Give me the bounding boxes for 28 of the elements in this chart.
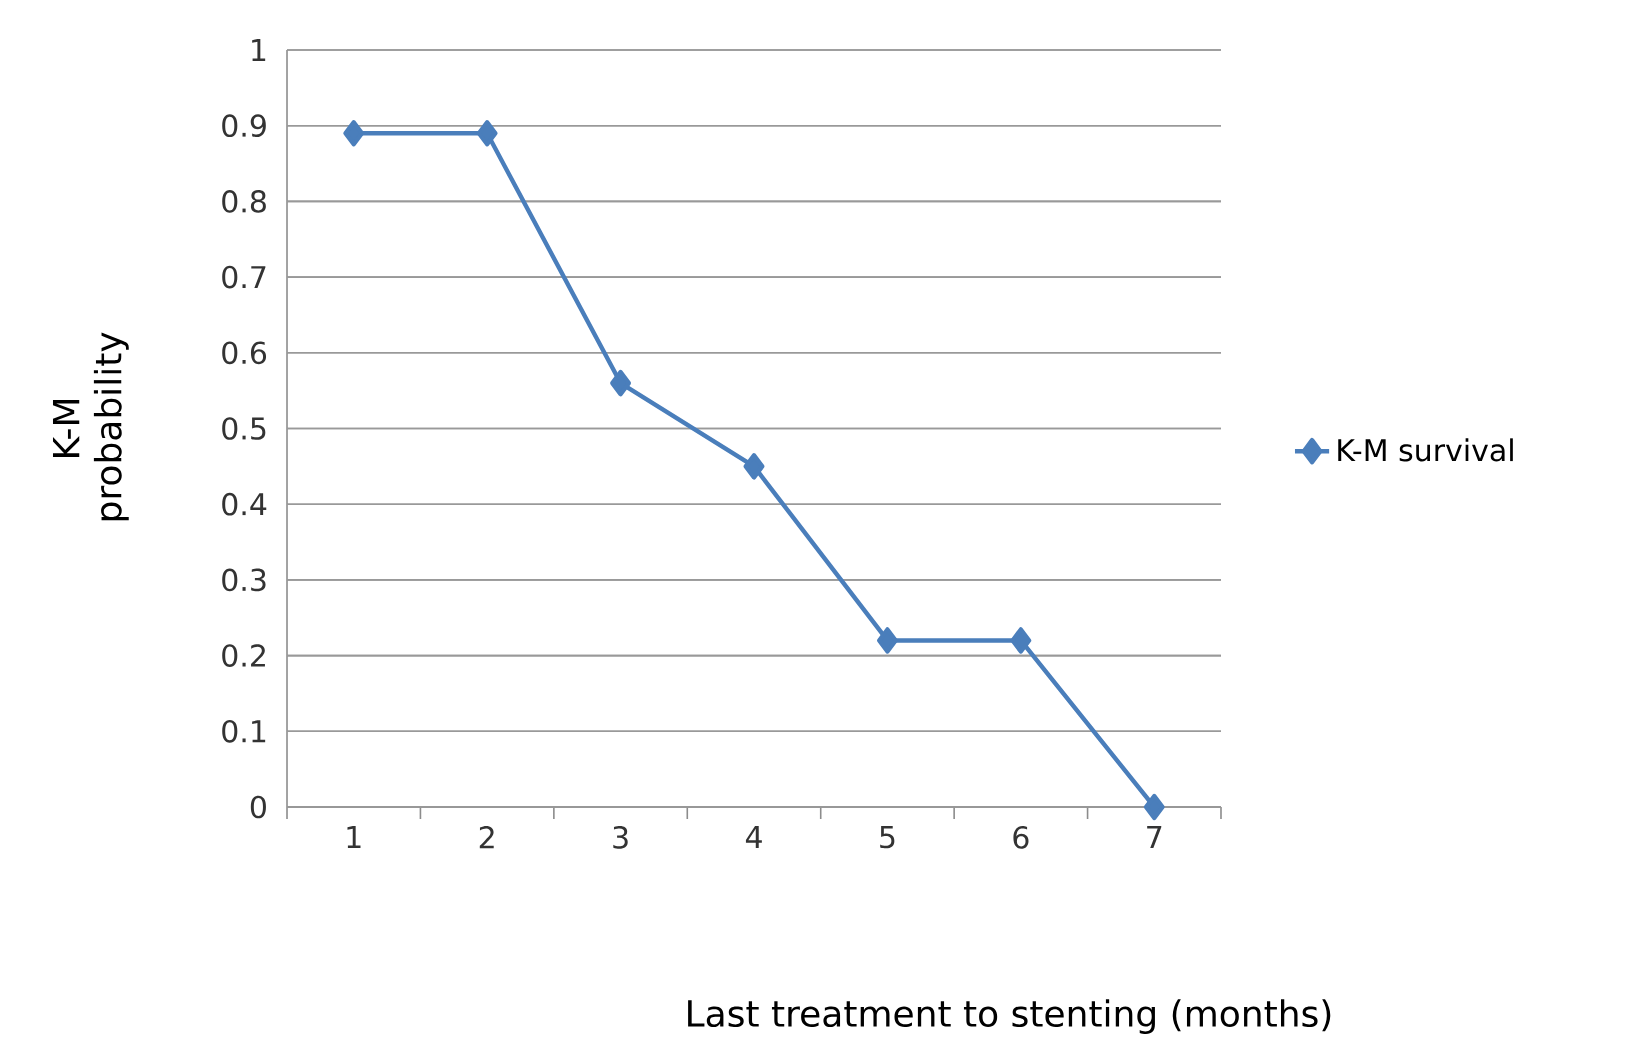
y-tick-label: 1 xyxy=(252,39,266,61)
y-tick-label: 0.5 xyxy=(222,417,266,440)
x-tick-label: 6 xyxy=(1013,826,1029,849)
y-tick-label: 0.1 xyxy=(222,719,266,743)
y-tick-label: 0.2 xyxy=(222,644,265,667)
y-tick-label: 0.4 xyxy=(222,492,267,516)
x-axis-title: Last treatment to stenting (months) xyxy=(688,999,1331,1035)
x-tick-label: 1 xyxy=(347,826,361,848)
point xyxy=(476,120,498,147)
point xyxy=(343,120,365,147)
point xyxy=(743,453,765,480)
x-tick-label: 3 xyxy=(613,826,628,849)
x-tick-label: 5 xyxy=(880,826,895,849)
y-tick-label: 0.8 xyxy=(222,190,266,213)
legend-label: K-M survival xyxy=(1338,438,1513,462)
x-tick-label: 2 xyxy=(479,826,494,849)
x-tick-label: 4 xyxy=(745,826,762,848)
y-axis-title: K-M probability xyxy=(52,332,129,521)
point xyxy=(1010,627,1032,654)
x-tick-label: 7 xyxy=(1147,826,1162,848)
point xyxy=(876,627,898,654)
point xyxy=(1143,793,1165,821)
y-tick-label: 0.9 xyxy=(222,114,266,138)
y-tick-label: 0.3 xyxy=(222,568,266,592)
point xyxy=(610,369,632,397)
y-tick-label: 0 xyxy=(250,795,266,819)
y-tick-label: 0.7 xyxy=(222,265,266,289)
y-tick-label: 0.6 xyxy=(222,341,267,365)
